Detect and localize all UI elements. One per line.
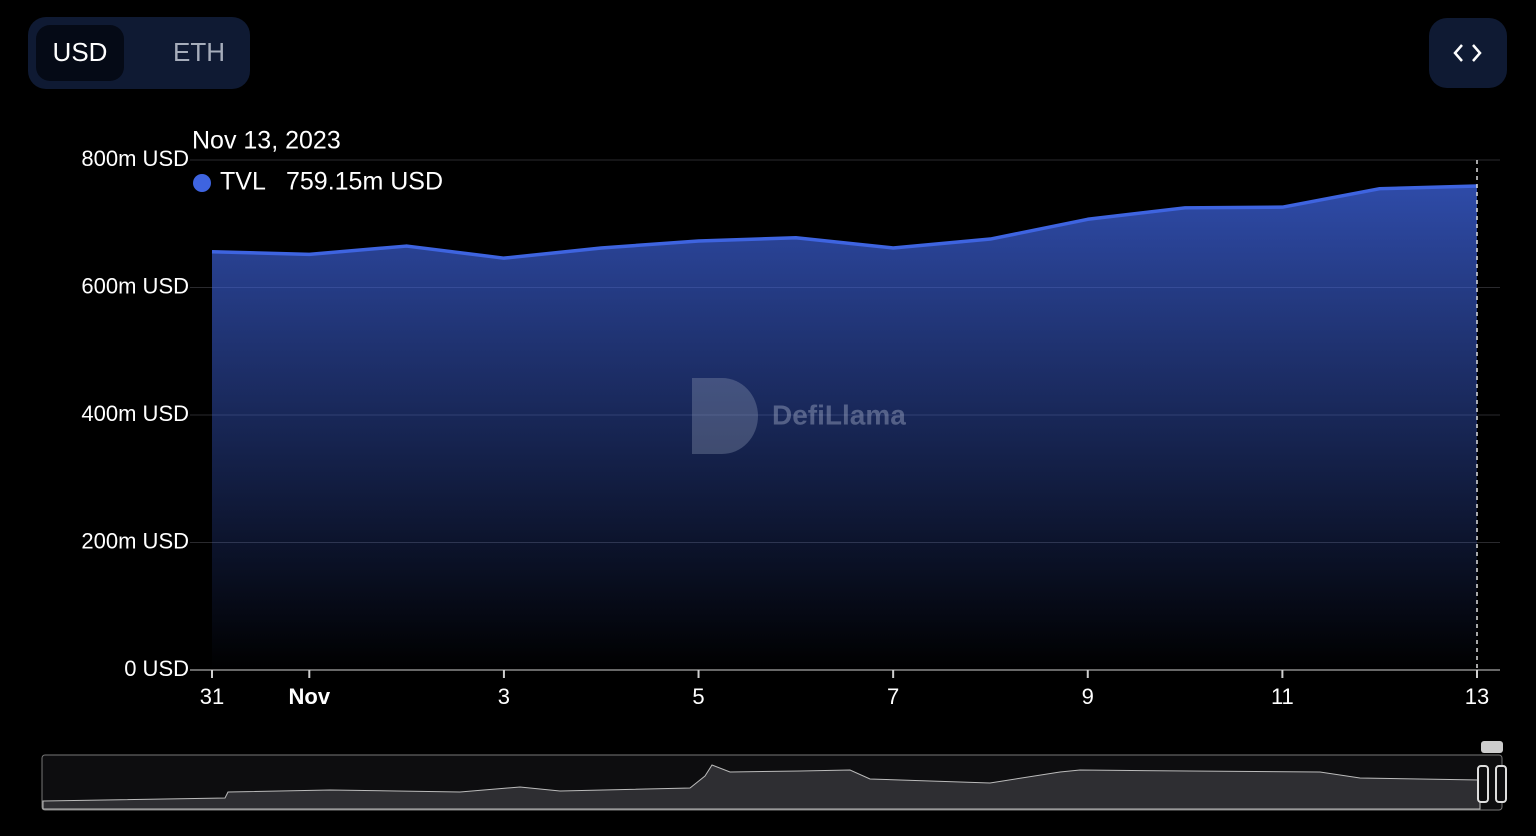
tooltip-value: 759.15m USD <box>286 168 443 196</box>
y-tick-label: 200m USD <box>81 528 189 553</box>
area-line <box>211 184 1478 260</box>
x-tick-label: Nov <box>289 684 331 709</box>
y-tick-label: 0 USD <box>124 656 189 681</box>
navigator <box>41 741 1507 811</box>
tooltip-series: TVL <box>220 168 266 196</box>
y-tick-label: 400m USD <box>81 401 189 426</box>
tooltip-marker <box>193 174 211 192</box>
watermark-text: DefiLlama <box>772 399 906 430</box>
x-tick-label: 3 <box>498 684 510 709</box>
navigator-handle[interactable] <box>1477 765 1489 803</box>
embed-button[interactable] <box>1429 18 1507 88</box>
plot-area: 0 USD 200m USD 400m USD 600m USD 800m USD 31 N… <box>81 146 1500 709</box>
x-tick-label: 11 <box>1271 684 1294 709</box>
x-tick-label: 9 <box>1082 684 1094 709</box>
x-tick-label: 31 <box>200 684 224 709</box>
watermark: DefiLlama <box>692 378 906 454</box>
tooltip-title: Nov 13, 2023 <box>192 127 341 155</box>
x-tick-label: 7 <box>887 684 899 709</box>
y-tick-label: 600m USD <box>81 273 189 298</box>
navigator-area <box>42 764 1481 810</box>
navigator-grip[interactable] <box>1481 741 1503 753</box>
navigator-handle[interactable] <box>1495 765 1507 803</box>
y-tick-label: 800m USD <box>81 146 189 171</box>
embed-icon <box>1453 44 1482 62</box>
x-tick-label: 5 <box>692 684 704 709</box>
x-tick-label: 13 <box>1465 684 1489 709</box>
toggle-eth[interactable]: ETH <box>173 37 225 67</box>
toggle-active[interactable] <box>36 25 124 81</box>
toggle-usd[interactable]: USD <box>53 37 108 67</box>
area-fill <box>212 186 1477 670</box>
